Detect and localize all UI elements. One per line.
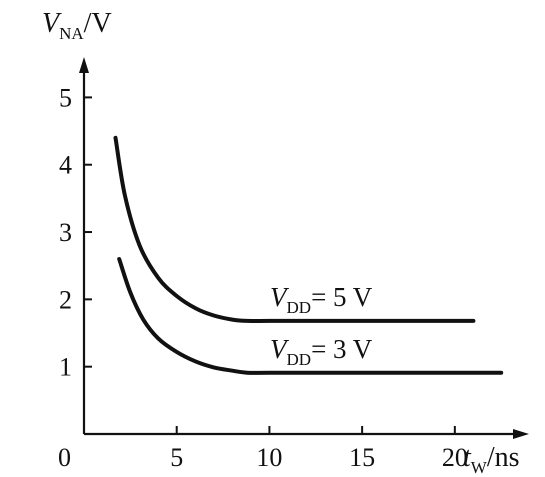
labels: 0 VNA/V tW/ns VDD= 5 V VDD= 3 V — [42, 8, 520, 477]
x-axis-arrow — [513, 429, 529, 439]
series-label-vdd3: VDD= 3 V — [270, 334, 373, 369]
series-label-vdd3-main: V — [270, 334, 290, 364]
y-axis-title-main: V — [42, 8, 62, 39]
ticks: 5 10 15 20 1 2 3 4 5 — [59, 83, 468, 472]
x-axis-title-sub: W — [471, 458, 488, 477]
y-axis-title: VNA/V — [42, 8, 112, 43]
y-tick-label: 4 — [59, 151, 72, 180]
y-tick-label: 2 — [59, 285, 72, 314]
y-axis-arrow — [79, 57, 89, 73]
x-axis-title-main: t — [463, 442, 472, 473]
x-tick-label: 10 — [256, 443, 282, 472]
origin-label: 0 — [58, 443, 71, 472]
series-label-vdd3-rest: = 3 V — [311, 334, 373, 364]
x-axis-title: tW/ns — [463, 442, 520, 477]
series-label-vdd5: VDD= 5 V — [270, 282, 373, 317]
y-tick-label: 3 — [59, 218, 72, 247]
axes — [79, 57, 529, 439]
curves — [113, 135, 504, 375]
series-label-vdd5-sub: DD — [287, 298, 312, 317]
series-label-vdd5-rest: = 5 V — [311, 282, 373, 312]
y-axis-title-unit: /V — [84, 8, 112, 39]
x-axis-title-unit: /ns — [487, 442, 520, 473]
series-curve-vdd3 — [117, 257, 504, 375]
y-tick-label: 1 — [59, 353, 72, 382]
series-curve-vdd5 — [113, 135, 476, 323]
x-tick-label: 15 — [349, 443, 375, 472]
x-tick-label: 5 — [170, 443, 183, 472]
y-axis-title-sub: NA — [59, 24, 84, 43]
series-label-vdd3-sub: DD — [287, 350, 312, 369]
x-tick-label: 20 — [442, 443, 468, 472]
series-label-vdd5-main: V — [270, 282, 290, 312]
y-tick-label: 5 — [59, 83, 72, 112]
